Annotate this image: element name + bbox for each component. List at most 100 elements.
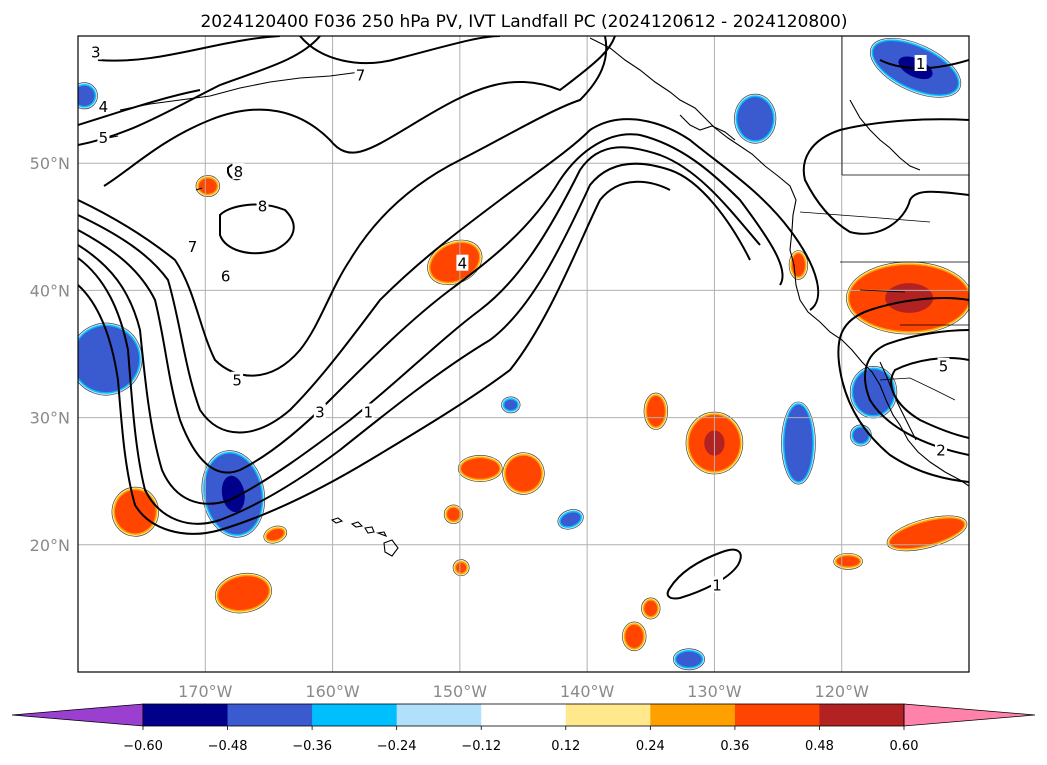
colorbar-segment <box>143 704 229 726</box>
ivt-fill <box>78 85 95 106</box>
ivt-anomaly-region <box>622 621 647 652</box>
ivt-anomaly-region <box>833 552 863 570</box>
ivt-anomaly-region <box>502 452 545 495</box>
lat-tick-label: 30°N <box>30 409 70 428</box>
latitude-labels: 20°N 30°N 40°N 50°N <box>30 154 70 555</box>
ivt-anomaly-region <box>195 175 221 198</box>
contour-label: 8 <box>234 163 244 181</box>
colorbar-extend-max <box>903 703 1036 727</box>
ivt-anomaly-region <box>111 486 159 537</box>
contour-label-bg <box>937 357 950 374</box>
ivt-fill <box>853 369 894 416</box>
map-layers: 3 4 5 7 88 7 6 4 5 3 1 1 5 2 1 <box>78 36 969 672</box>
map-frame <box>77 35 970 673</box>
colorbar-tick-label: 0.48 <box>805 739 834 754</box>
colorbar <box>11 703 1036 727</box>
colorbar-tick-labels: −0.60 −0.48 −0.36 −0.24 −0.12 0.12 0.24 0.36 0.4… <box>123 726 918 754</box>
colorbar-segment <box>819 704 905 726</box>
contour-label: 5 <box>939 358 949 376</box>
contour-label: 1 <box>916 55 926 73</box>
contour-label: 7 <box>356 66 366 84</box>
lon-tick-label: 150°W <box>433 682 488 701</box>
ivt-anomaly-region <box>641 597 661 620</box>
lat-tick-label: 50°N <box>30 154 70 173</box>
ivt-fill <box>198 178 217 194</box>
ivt-fill <box>456 562 467 573</box>
colorbar-segment <box>565 704 651 726</box>
ivt-anomaly-region <box>78 82 98 110</box>
ivt-anomaly-region <box>849 424 872 447</box>
contour-label: 5 <box>99 129 109 147</box>
contour-label: 4 <box>458 255 468 273</box>
ivt-anomaly-region <box>643 392 669 430</box>
figure-title: 2024120400 F036 250 hPa PV, IVT Landfall… <box>200 12 847 32</box>
ivt-anomaly-region <box>734 93 777 144</box>
ivt-fill <box>447 507 460 521</box>
pv-contour-labels: 3 4 5 7 88 7 6 4 5 3 1 1 5 2 1 <box>89 43 950 595</box>
ivt-fill <box>737 97 773 141</box>
colorbar-segment <box>312 704 398 726</box>
ivt-anomaly-region <box>788 250 809 280</box>
contour-label-bg <box>231 371 244 388</box>
contour-label-bg <box>456 254 469 271</box>
colorbar-segment <box>734 704 820 726</box>
colorbar-tick-label: −0.12 <box>461 739 501 754</box>
contour-label-bg <box>97 98 110 115</box>
ivt-anomaly-region <box>781 401 816 485</box>
contour-label-bg <box>710 576 723 593</box>
contour-label-bg <box>219 267 232 284</box>
contour-label-bg <box>256 197 269 214</box>
ivt-fill <box>836 556 860 567</box>
ivt-anomaly-region <box>452 559 470 577</box>
contour-label-bg <box>89 43 102 60</box>
lon-tick-label: 140°W <box>560 682 615 701</box>
contour-label: 3 <box>315 404 325 422</box>
contour-label-bg <box>914 54 927 71</box>
ivt-core <box>221 475 245 513</box>
ivt-fill <box>644 600 658 617</box>
ivt-fill <box>461 458 500 479</box>
coastlines <box>97 37 969 487</box>
ivt-anomaly-region <box>427 239 483 286</box>
lat-tick-label: 40°N <box>30 281 70 300</box>
ivt-anomaly-region <box>501 396 521 414</box>
hawaii-islands <box>330 517 399 557</box>
lon-tick-label: 160°W <box>305 682 360 701</box>
colorbar-segment <box>481 704 567 726</box>
ivt-fill <box>676 651 702 667</box>
longitude-labels: 170°W 160°W 150°W 140°W 130°W 120°W <box>178 682 869 701</box>
contour-label: 1 <box>363 404 373 422</box>
contour-label: 5 <box>232 372 242 390</box>
contour-label: 2 <box>936 442 946 460</box>
colorbar-tick-label: 0.60 <box>890 739 919 754</box>
lon-tick-label: 170°W <box>178 682 233 701</box>
colorbar-segment <box>650 704 736 726</box>
lat-tick-label: 20°N <box>30 536 70 555</box>
ivt-fill <box>114 490 156 534</box>
contour-label: 6 <box>221 267 231 285</box>
ivt-anomaly-region <box>201 450 266 538</box>
ivt-anomaly-region <box>672 648 706 671</box>
colorbar-tick-label: −0.48 <box>208 739 248 754</box>
ivt-fill <box>853 427 869 444</box>
ivt-fill <box>504 399 518 410</box>
colorbar-segment <box>227 704 313 726</box>
ivt-fill <box>784 404 813 482</box>
ivt-anomaly-region <box>846 261 969 335</box>
ivt-anomaly-region <box>685 411 744 475</box>
ivt-fill <box>625 624 644 648</box>
contour-label: 4 <box>99 98 109 116</box>
colorbar-tick-label: 0.24 <box>636 739 665 754</box>
ivt-anomaly-region <box>214 572 273 614</box>
ivt-fill <box>505 455 542 492</box>
contour-label-bg <box>186 238 199 255</box>
contour-label-bg <box>354 66 367 83</box>
lon-tick-label: 130°W <box>687 682 742 701</box>
ivt-fill <box>266 528 284 541</box>
ivt-anomaly-region <box>886 515 968 552</box>
colorbar-segment <box>396 704 482 726</box>
map-background <box>78 36 969 672</box>
contour-label-bg <box>313 403 326 420</box>
colorbar-extend-min <box>11 703 144 727</box>
